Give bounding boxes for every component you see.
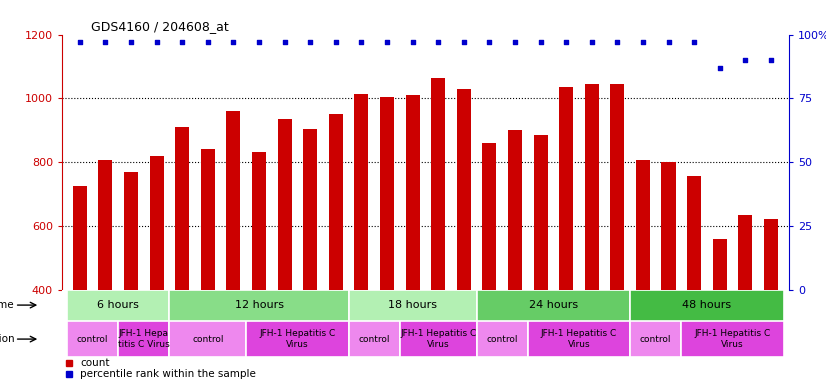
Point — [508, 39, 521, 45]
Point — [662, 39, 675, 45]
Bar — [431, 78, 445, 290]
Bar — [528, 321, 630, 358]
Text: control: control — [192, 334, 224, 344]
Text: infection: infection — [0, 334, 15, 344]
Bar — [349, 290, 477, 321]
Point — [713, 65, 726, 71]
Bar — [585, 84, 599, 290]
Point — [585, 39, 598, 45]
Bar — [764, 219, 778, 290]
Point — [355, 39, 368, 45]
Bar — [278, 119, 292, 290]
Bar — [713, 238, 727, 290]
Bar — [610, 84, 624, 290]
Bar — [636, 161, 650, 290]
Bar — [118, 321, 169, 358]
Point — [636, 39, 649, 45]
Text: control: control — [358, 334, 390, 344]
Point — [253, 39, 266, 45]
Text: JFH-1 Hepatitis C
Virus: JFH-1 Hepatitis C Virus — [259, 329, 335, 349]
Point — [74, 39, 87, 45]
Bar — [630, 321, 681, 358]
Bar — [201, 149, 215, 290]
Text: control: control — [487, 334, 518, 344]
Point — [431, 39, 444, 45]
Point — [738, 57, 752, 63]
Bar — [169, 290, 349, 321]
Text: percentile rank within the sample: percentile rank within the sample — [80, 369, 256, 379]
Point — [687, 39, 700, 45]
Point — [304, 39, 317, 45]
Bar — [73, 186, 87, 290]
Bar — [252, 152, 266, 290]
Bar — [477, 321, 528, 358]
Bar — [329, 114, 343, 290]
Text: 6 hours: 6 hours — [97, 300, 140, 310]
Bar — [354, 94, 368, 290]
Point — [406, 39, 420, 45]
Bar — [508, 130, 522, 290]
Point — [202, 39, 215, 45]
Bar — [226, 111, 240, 290]
Point — [381, 39, 394, 45]
Point — [176, 39, 189, 45]
Point — [330, 39, 343, 45]
Bar — [630, 290, 784, 321]
Point — [227, 39, 240, 45]
Bar — [738, 215, 752, 290]
Bar — [559, 87, 573, 290]
Point — [457, 39, 470, 45]
Bar — [406, 95, 420, 290]
Bar — [246, 321, 349, 358]
Bar — [303, 129, 317, 290]
Bar — [67, 321, 118, 358]
Bar — [67, 290, 169, 321]
Text: control: control — [77, 334, 108, 344]
Bar — [457, 89, 471, 290]
Bar — [380, 97, 394, 290]
Point — [125, 39, 138, 45]
Bar — [400, 321, 477, 358]
Bar — [482, 143, 496, 290]
Bar — [687, 176, 701, 290]
Point — [150, 39, 164, 45]
Point — [610, 39, 624, 45]
Text: JFH-1 Hepatitis C
Virus: JFH-1 Hepatitis C Virus — [400, 329, 477, 349]
Point — [482, 39, 496, 45]
Text: 12 hours: 12 hours — [235, 300, 283, 310]
Text: time: time — [0, 300, 15, 310]
Text: JFH-1 Hepa
titis C Virus: JFH-1 Hepa titis C Virus — [118, 329, 169, 349]
Bar — [681, 321, 784, 358]
Text: JFH-1 Hepatitis C
Virus: JFH-1 Hepatitis C Virus — [541, 329, 617, 349]
Text: count: count — [80, 358, 110, 368]
Text: 18 hours: 18 hours — [388, 300, 437, 310]
Bar — [124, 172, 138, 290]
Text: 48 hours: 48 hours — [682, 300, 732, 310]
Text: GDS4160 / 204608_at: GDS4160 / 204608_at — [91, 20, 229, 33]
Text: control: control — [640, 334, 672, 344]
Point — [559, 39, 572, 45]
Bar — [349, 321, 400, 358]
Point — [534, 39, 547, 45]
Bar — [175, 127, 189, 290]
Bar — [477, 290, 630, 321]
Text: 24 hours: 24 hours — [529, 300, 578, 310]
Bar — [169, 321, 246, 358]
Text: JFH-1 Hepatitis C
Virus: JFH-1 Hepatitis C Virus — [695, 329, 771, 349]
Bar — [150, 156, 164, 290]
Point — [99, 39, 112, 45]
Bar — [662, 162, 676, 290]
Point — [764, 57, 777, 63]
Bar — [98, 161, 112, 290]
Point — [278, 39, 292, 45]
Bar — [534, 135, 548, 290]
